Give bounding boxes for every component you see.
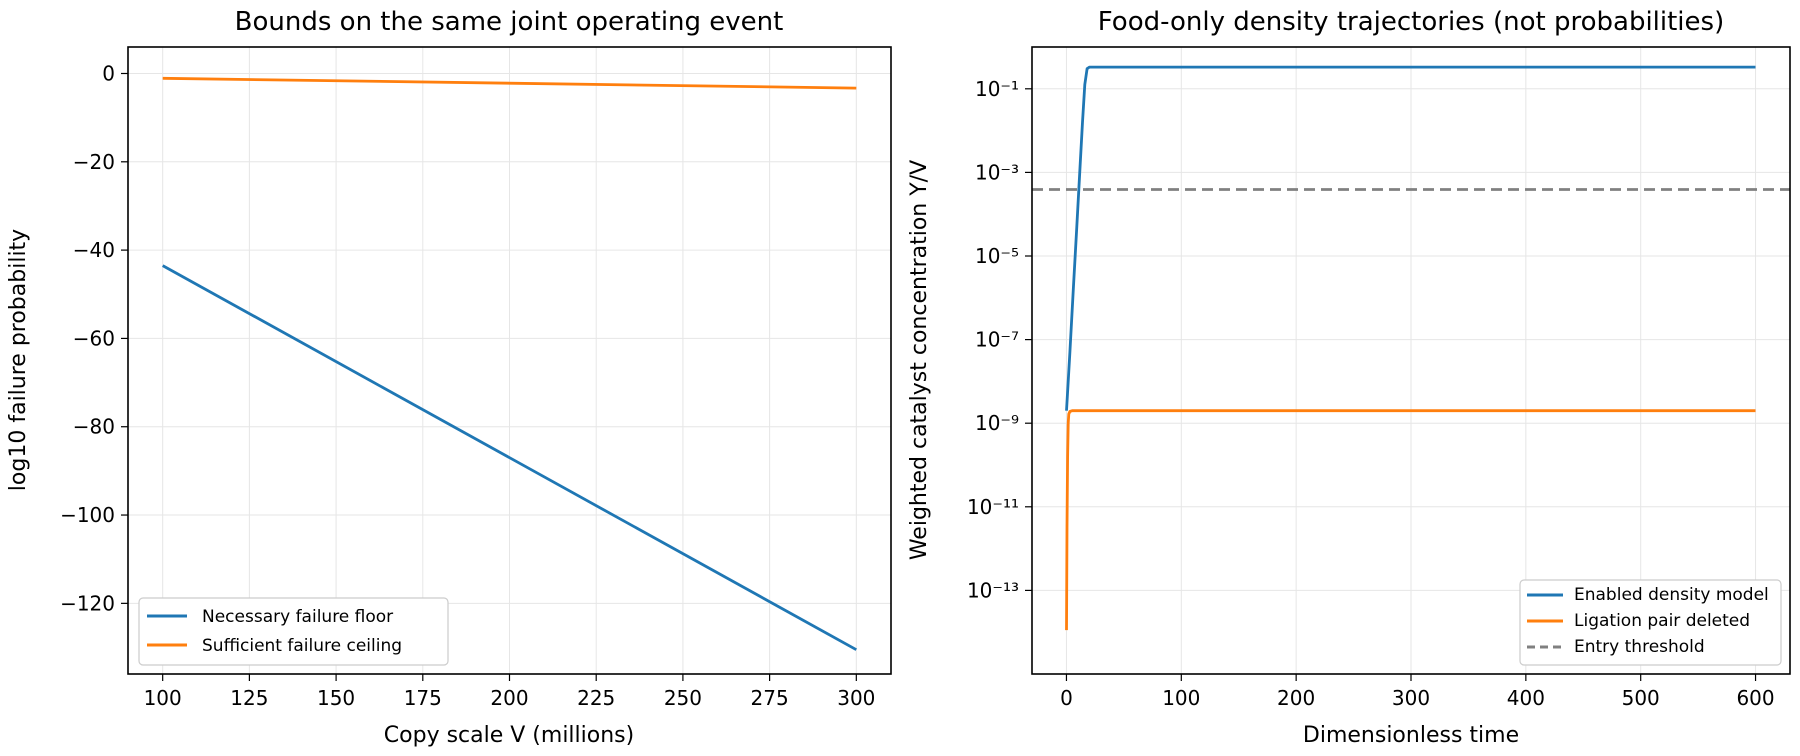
chart-bounds-x-axis-label: Copy scale V (millions) — [384, 723, 634, 748]
legend-label-entry-threshold: Entry threshold — [1574, 637, 1705, 657]
x-tick-label: 175 — [404, 686, 442, 710]
y-tick-label: −120 — [60, 591, 115, 615]
y-tick-label: 10⁻⁹ — [975, 411, 1019, 435]
series-line-necessary-failure-floor — [162, 264, 857, 651]
x-tick-label: 600 — [1736, 686, 1774, 710]
series-line-sufficient-failure-ceiling — [162, 76, 857, 90]
legend-label-sufficient-ceiling: Sufficient failure ceiling — [202, 636, 402, 656]
chart-bounds-grid — [128, 47, 891, 674]
chart-bounds-y-axis-label: log10 failure probability — [6, 229, 31, 491]
x-tick-label: 275 — [751, 686, 789, 710]
chart-density-y-axis-label: Weighted catalyst concentration Y/V — [907, 160, 932, 560]
y-tick-label: −60 — [73, 326, 115, 350]
chart-density-x-axis-label: Dimensionless time — [1303, 723, 1519, 748]
chart-density-legend: Enabled density model Ligation pair dele… — [1519, 579, 1782, 666]
y-tick-label: −20 — [73, 150, 115, 174]
x-tick-label: 500 — [1622, 686, 1660, 710]
x-tick-label: 200 — [1277, 686, 1315, 710]
x-tick-label: 200 — [490, 686, 528, 710]
x-tick-label: 250 — [664, 686, 702, 710]
x-tick-label: 150 — [317, 686, 355, 710]
x-tick-label: 225 — [577, 686, 615, 710]
y-tick-label: 10⁻¹³ — [967, 578, 1019, 602]
legend-label-enabled-density: Enabled density model — [1574, 585, 1769, 605]
legend-label-necessary-floor: Necessary failure floor — [202, 607, 393, 627]
legend-frame — [138, 597, 449, 666]
legend-label-ligation-deleted: Ligation pair deleted — [1574, 611, 1750, 631]
y-tick-label: 10⁻³ — [975, 160, 1019, 184]
x-tick-label: 400 — [1507, 686, 1545, 710]
legend-frame — [1519, 579, 1782, 666]
chart-density-ticks: 0 100 200 300 400 500 600 10⁻¹ 10⁻³ 10⁻⁵ 10⁻⁷ 10⁻⁹ 1… — [967, 77, 1775, 710]
chart-bounds-title: Bounds on the same joint operating event — [235, 7, 784, 37]
chart-bounds-lines — [162, 76, 857, 651]
x-tick-label: 100 — [1162, 686, 1200, 710]
x-tick-label: 125 — [230, 686, 268, 710]
chart-density-lines — [1032, 65, 1790, 631]
chart-bounds-legend: Necessary failure floor Sufficient failu… — [138, 597, 449, 666]
x-tick-label: 300 — [1392, 686, 1430, 710]
series-line-enabled-density-model — [1065, 65, 1756, 411]
x-tick-label: 0 — [1060, 686, 1073, 710]
chart-bounds: 100 125 150 175 200 225 250 275 300 0 −20 −40 −60 −80… — [6, 7, 892, 748]
y-tick-label: −100 — [60, 503, 115, 527]
y-tick-label: 10⁻¹ — [975, 77, 1019, 101]
x-tick-label: 300 — [837, 686, 875, 710]
y-tick-label: 10⁻¹¹ — [967, 495, 1019, 519]
y-tick-label: 10⁻⁷ — [975, 328, 1019, 352]
y-tick-label: −80 — [73, 415, 115, 439]
chart-bounds-ticks: 100 125 150 175 200 225 250 275 300 0 −20 −40 −60 −80… — [60, 61, 875, 710]
x-tick-label: 100 — [144, 686, 182, 710]
chart-density-title: Food-only density trajectories (not prob… — [1098, 7, 1724, 37]
y-tick-label: 0 — [102, 61, 115, 85]
y-tick-label: 10⁻⁵ — [975, 244, 1019, 268]
chart-density: 0 100 200 300 400 500 600 10⁻¹ 10⁻³ 10⁻⁵ 10⁻⁷ 10⁻⁹ 1… — [907, 7, 1791, 748]
series-line-ligation-pair-deleted — [1065, 409, 1756, 631]
y-tick-label: −40 — [73, 238, 115, 262]
